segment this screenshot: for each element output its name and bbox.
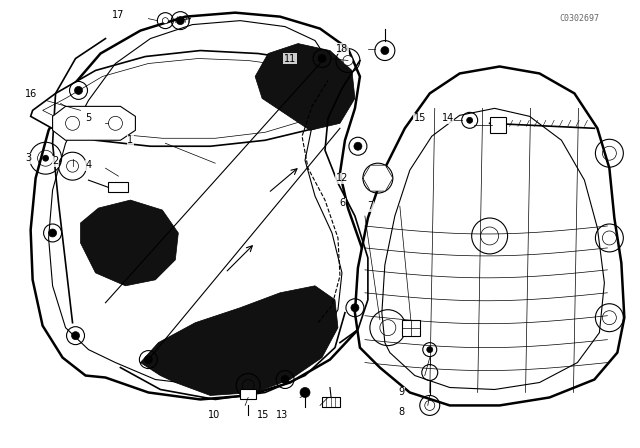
Circle shape [163,17,168,24]
FancyBboxPatch shape [322,397,340,407]
Text: 7: 7 [367,201,373,211]
Text: 10: 10 [208,410,220,420]
Text: 14: 14 [442,113,454,123]
Text: 17: 17 [112,10,125,20]
Polygon shape [31,13,368,400]
Circle shape [343,56,353,65]
Text: 16: 16 [24,90,36,99]
Text: 13: 13 [276,410,288,420]
Text: 1: 1 [127,135,134,145]
Polygon shape [31,51,348,146]
Circle shape [351,304,359,312]
Circle shape [145,356,152,364]
Polygon shape [140,286,338,396]
Text: 11: 11 [284,53,296,64]
Text: 3: 3 [26,153,32,163]
Circle shape [354,142,362,150]
Text: C0302697: C0302697 [559,14,600,23]
FancyBboxPatch shape [108,182,129,192]
Circle shape [72,332,79,340]
FancyBboxPatch shape [490,117,506,134]
Polygon shape [255,43,355,130]
FancyBboxPatch shape [240,389,256,400]
Text: 6: 6 [339,198,345,208]
Polygon shape [355,66,625,405]
Circle shape [43,155,49,161]
Circle shape [176,17,184,25]
Text: 5: 5 [85,113,92,123]
Text: 2: 2 [52,156,59,166]
Circle shape [281,375,289,383]
Circle shape [74,86,83,95]
Circle shape [467,117,473,123]
Text: 4: 4 [86,160,92,170]
Polygon shape [363,165,393,191]
Circle shape [381,47,389,55]
Text: 8: 8 [399,407,405,418]
Circle shape [318,55,326,63]
Polygon shape [81,200,179,286]
Circle shape [371,171,385,185]
Text: 9: 9 [399,388,405,397]
Circle shape [300,388,310,397]
Circle shape [49,229,56,237]
Text: 15: 15 [413,113,426,123]
Text: 12: 12 [336,173,348,183]
Circle shape [427,347,433,353]
Polygon shape [52,106,136,140]
FancyBboxPatch shape [402,320,420,336]
Text: 18: 18 [336,43,348,54]
Text: 15: 15 [257,410,269,420]
